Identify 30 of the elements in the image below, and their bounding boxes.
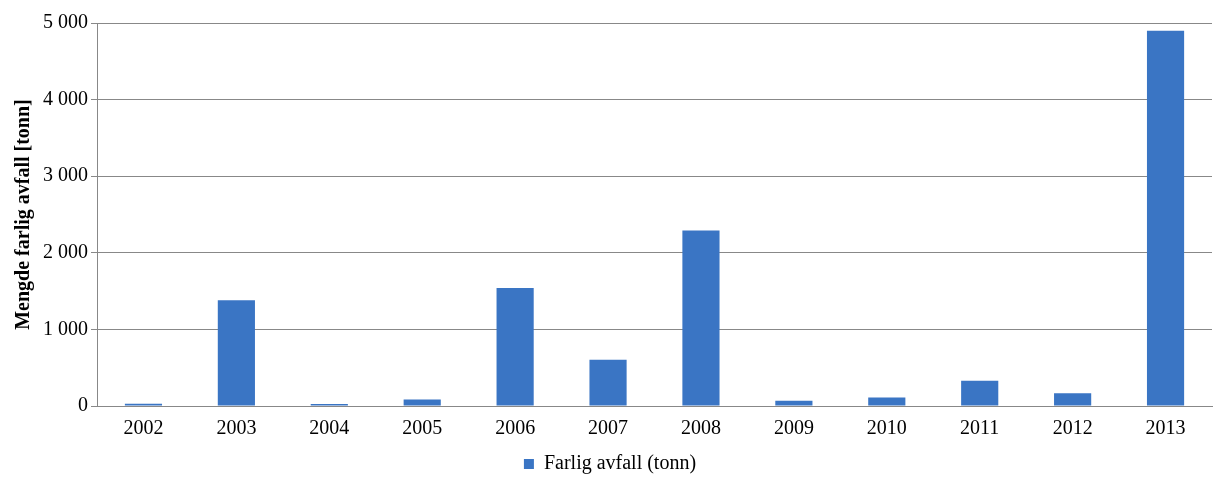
bar bbox=[961, 380, 999, 406]
bar bbox=[775, 400, 813, 406]
y-axis-title: Mengde farlig avfall [tonn] bbox=[11, 99, 35, 330]
y-tick-label: 0 bbox=[78, 393, 88, 416]
x-tick-label: 2010 bbox=[866, 416, 907, 439]
x-tick-label: 2011 bbox=[960, 416, 1000, 439]
y-tick-label: 5 000 bbox=[43, 10, 88, 33]
bar bbox=[1146, 30, 1185, 406]
y-tick-label: 3 000 bbox=[43, 163, 88, 186]
x-tick-label: 2002 bbox=[123, 416, 164, 439]
x-tick-label: 2003 bbox=[216, 416, 257, 439]
bar bbox=[403, 399, 441, 406]
x-tick-label: 2006 bbox=[495, 416, 536, 439]
legend-label: Farlig avfall (tonn) bbox=[543, 451, 697, 475]
x-tick-label: 2012 bbox=[1052, 416, 1093, 439]
x-tick-label: 2007 bbox=[588, 416, 629, 439]
x-tick-label: 2009 bbox=[773, 416, 814, 439]
y-tick-label: 4 000 bbox=[43, 86, 88, 109]
x-tick-label: 2008 bbox=[680, 416, 721, 439]
x-tick-label: 2013 bbox=[1145, 416, 1186, 439]
x-tick-label: 2004 bbox=[309, 416, 350, 439]
y-tick-label: 1 000 bbox=[43, 316, 88, 339]
x-tick-label: 2005 bbox=[402, 416, 443, 439]
y-tick-label: 2 000 bbox=[43, 240, 88, 263]
bar bbox=[496, 288, 534, 406]
bar bbox=[217, 300, 255, 406]
bar bbox=[868, 397, 906, 406]
bar bbox=[1054, 393, 1092, 406]
bar bbox=[682, 230, 720, 406]
bar bbox=[589, 359, 627, 406]
